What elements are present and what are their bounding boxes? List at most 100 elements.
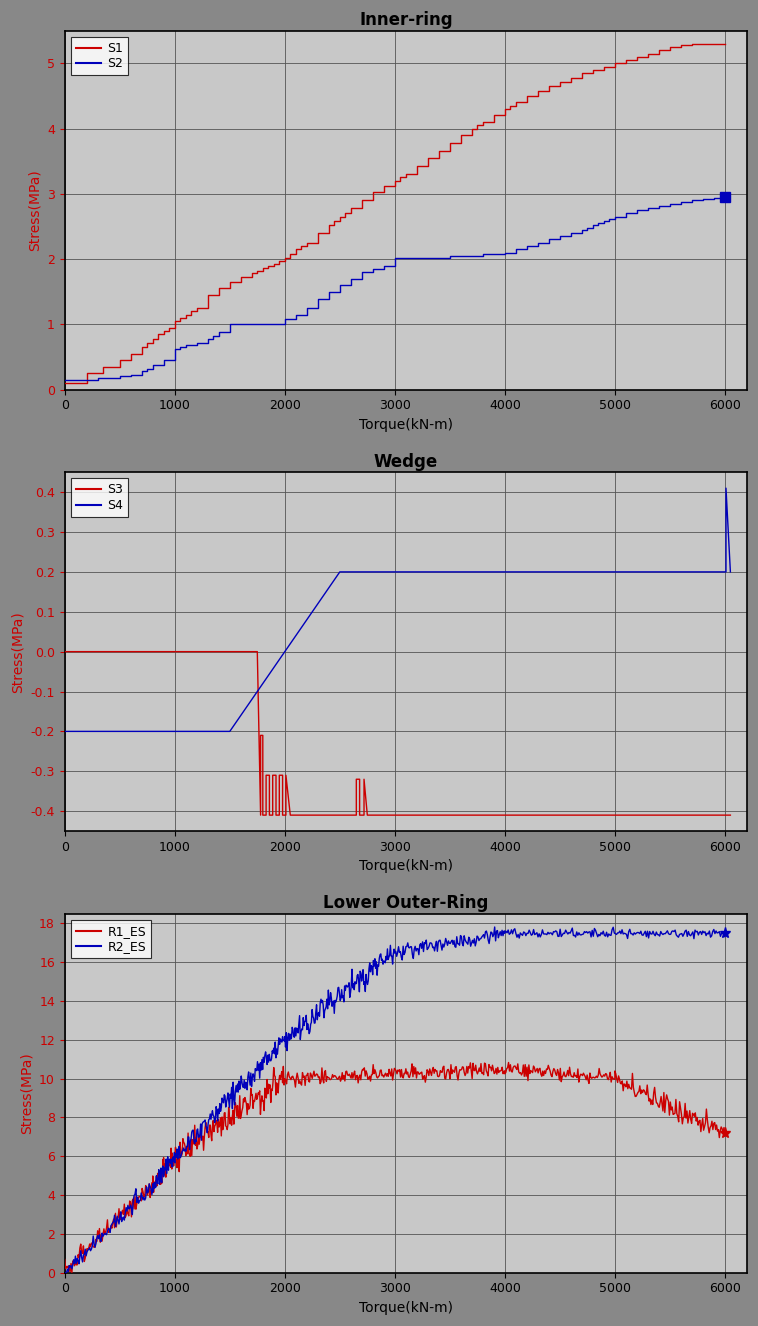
R2_ES: [60, 1265, 69, 1281]
S4: [722, 480, 731, 496]
Line: R2_ES: R2_ES: [64, 927, 725, 1273]
S3: [278, 768, 287, 784]
Title: Inner-ring: Inner-ring: [359, 11, 453, 29]
R2_ES: [669, 923, 678, 939]
S4: [297, 619, 306, 635]
S1: [688, 36, 697, 52]
R1_ES: [457, 1062, 466, 1078]
S1: [247, 269, 256, 285]
X-axis label: Torque(kN-m): Torque(kN-m): [359, 1301, 453, 1315]
S4: [286, 635, 295, 651]
S4: [335, 564, 344, 579]
S1: [544, 82, 553, 98]
S3: [359, 772, 368, 788]
S1: [490, 114, 499, 130]
S3: [256, 728, 265, 744]
Y-axis label: Stress(MPa): Stress(MPa): [27, 170, 42, 251]
S4: [305, 607, 314, 623]
S4: [301, 614, 310, 630]
S4: [722, 564, 731, 579]
S3: [359, 808, 368, 823]
R1_ES: [67, 1265, 77, 1281]
S4: [324, 581, 333, 597]
S3: [278, 808, 287, 823]
S3: [352, 808, 361, 823]
S3: [352, 772, 361, 788]
X-axis label: Torque(kN-m): Torque(kN-m): [359, 418, 453, 432]
S4: [282, 640, 291, 656]
S3: [271, 808, 280, 823]
S4: [229, 717, 238, 733]
S4: [225, 724, 234, 740]
R1_ES: [60, 1252, 69, 1268]
S1: [556, 78, 565, 94]
S3: [271, 768, 280, 784]
R1_ES: [504, 1054, 513, 1070]
Legend: R1_ES, R2_ES: R1_ES, R2_ES: [71, 920, 151, 959]
S3: [363, 808, 372, 823]
S2: [346, 271, 356, 286]
S1: [269, 257, 278, 273]
S4: [316, 591, 325, 607]
S4: [274, 652, 283, 668]
S4: [236, 707, 246, 723]
R2_ES: [294, 1017, 303, 1033]
R1_ES: [417, 1065, 426, 1081]
S4: [271, 658, 280, 674]
Y-axis label: Stress(MPa): Stress(MPa): [11, 611, 25, 692]
S4: [320, 586, 329, 602]
S4: [248, 691, 257, 707]
S4: [240, 701, 249, 717]
R1_ES: [619, 1075, 628, 1091]
S4: [278, 647, 287, 663]
S4: [718, 564, 727, 579]
S3: [274, 768, 283, 784]
S4: [309, 602, 318, 618]
S2: [676, 194, 685, 210]
S1: [60, 375, 69, 391]
R1_ES: [720, 1128, 729, 1144]
S3: [281, 808, 290, 823]
S4: [331, 569, 340, 585]
S3: [268, 768, 277, 784]
S4: [335, 564, 344, 579]
R1_ES: [105, 1224, 114, 1240]
R1_ES: [436, 1062, 445, 1078]
R1_ES: [545, 1061, 554, 1077]
S4: [327, 575, 337, 591]
S4: [263, 668, 272, 684]
S4: [290, 630, 299, 646]
S3: [265, 768, 274, 784]
Line: S4: S4: [64, 488, 731, 732]
S3: [60, 643, 69, 659]
S3: [355, 808, 364, 823]
S4: [312, 597, 321, 613]
R2_ES: [490, 919, 500, 935]
S1: [390, 172, 399, 188]
S2: [60, 371, 69, 387]
S3: [355, 772, 364, 788]
R2_ES: [192, 1134, 201, 1150]
S2: [720, 190, 729, 206]
S3: [268, 808, 277, 823]
S2: [203, 330, 212, 346]
Legend: S1, S2: S1, S2: [71, 37, 128, 76]
S1: [720, 36, 729, 52]
S3: [262, 808, 271, 823]
S2: [193, 334, 202, 350]
S3: [258, 808, 268, 823]
S4: [293, 625, 302, 640]
S3: [252, 643, 262, 659]
S3: [351, 808, 360, 823]
Line: S1: S1: [64, 44, 725, 383]
Y-axis label: Stress(MPa): Stress(MPa): [20, 1053, 33, 1134]
R2_ES: [650, 928, 659, 944]
S3: [363, 808, 372, 823]
R2_ES: [720, 928, 729, 944]
S4: [233, 712, 242, 728]
S4: [225, 724, 234, 740]
S3: [274, 808, 283, 823]
S4: [726, 564, 735, 579]
S2: [215, 328, 224, 343]
S3: [252, 643, 262, 659]
